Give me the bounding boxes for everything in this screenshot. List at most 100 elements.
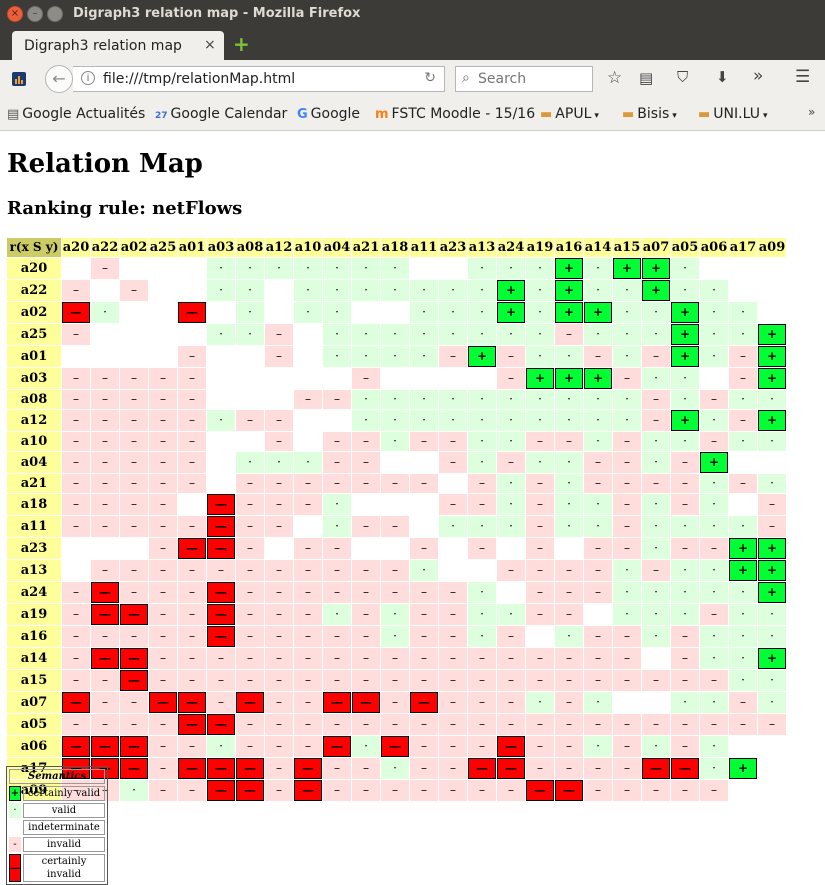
invalid-cell: – [613, 670, 641, 691]
invalid-cell: – [120, 432, 148, 451]
invalid-cell: – [671, 648, 699, 669]
table-row-a08: a08– – – – – – – · · · · · · · · · · – · – · · [7, 390, 786, 409]
indeterminate-cell [236, 368, 264, 389]
bookmark-bisis[interactable]: ▬ Bisis ▾ [622, 106, 677, 122]
valid-cell: · [352, 410, 380, 431]
indeterminate-cell [323, 368, 351, 389]
invalid-cell: – [526, 604, 554, 625]
invalid-cell: – [149, 432, 177, 451]
info-icon[interactable]: i [81, 71, 95, 85]
reading-list-icon[interactable]: ▤ [639, 69, 654, 87]
search-box[interactable]: ⌕ [455, 66, 593, 92]
row-header-a01: a01 [7, 346, 61, 367]
bookmark-google-actualit-s[interactable]: ▤ Google Actualités [7, 106, 145, 122]
search-input[interactable] [478, 69, 588, 89]
invalid-cell: – [120, 626, 148, 647]
invalid-cell: – [352, 474, 380, 493]
invalid-cell: – [729, 346, 757, 367]
hamburger-menu-icon[interactable]: ☰ [795, 67, 811, 87]
bookmark-uni-lu[interactable]: ▬ UNI.LU ▾ [698, 106, 767, 122]
invalid-cell: – [526, 538, 554, 559]
valid-cell: · [613, 346, 641, 367]
indeterminate-cell [439, 560, 467, 581]
valid-cell: · [729, 626, 757, 647]
certainly-valid-cell: + [468, 346, 496, 367]
bookmark-fstc-moodle-15-16[interactable]: m FSTC Moodle - 15/16 [375, 106, 535, 122]
valid-cell: · [700, 302, 728, 323]
certainly-valid-cell: + [497, 280, 525, 301]
invalid-cell: – [352, 670, 380, 691]
reload-icon[interactable]: ↻ [424, 70, 436, 86]
window-maximize-button[interactable] [47, 6, 63, 22]
sidebar-icon[interactable] [11, 71, 27, 87]
column-header-a08: a08 [236, 238, 264, 257]
valid-cell: · [410, 410, 438, 431]
valid-cell: · [352, 258, 380, 279]
indeterminate-cell [62, 538, 90, 559]
certainly-valid-cell: + [613, 258, 641, 279]
bookmark-google[interactable]: G Google [297, 106, 360, 122]
certainly-valid-cell: + [758, 410, 786, 431]
indeterminate-cell [758, 758, 786, 779]
valid-cell: · [468, 604, 496, 625]
valid-cell: · [613, 280, 641, 301]
bookmark-google-calendar[interactable]: 27 Google Calendar [155, 106, 287, 122]
indeterminate-cell [439, 258, 467, 279]
page-content: Relation Map Ranking rule: netFlows r(x … [0, 131, 825, 885]
valid-cell: · [671, 432, 699, 451]
valid-cell: · [468, 432, 496, 451]
legend-item: — certainly invalid [9, 854, 105, 882]
invalid-cell: – [149, 626, 177, 647]
valid-cell: · [526, 302, 554, 323]
certainly-invalid-cell: — [120, 758, 148, 779]
certainly-invalid-cell: — [207, 516, 235, 537]
valid-cell: · [207, 258, 235, 279]
invalid-cell: – [410, 538, 438, 559]
invalid-cell: – [700, 432, 728, 451]
valid-cell: · [352, 390, 380, 409]
folder-icon: ▬ [622, 107, 635, 122]
invalid-cell: – [613, 758, 641, 779]
invalid-cell: – [526, 670, 554, 691]
invalid-cell: – [468, 670, 496, 691]
table-row-a23: a23– — — – – – – – – – – · – – + + [7, 538, 786, 559]
invalid-cell: – [468, 692, 496, 713]
invalid-cell: – [91, 692, 119, 713]
url-bar[interactable]: i file:///tmp/relationMap.html ↻ [73, 66, 445, 92]
invalid-cell: – [236, 714, 264, 735]
download-icon[interactable]: ⬇ [716, 68, 729, 86]
certainly-valid-cell: + [758, 582, 786, 603]
invalid-cell: – [294, 494, 322, 515]
tab-relation-map[interactable]: Digraph3 relation map × [12, 31, 224, 60]
certainly-valid-cell: + [758, 368, 786, 389]
invalid-cell: – [642, 780, 670, 801]
bookmark-apul[interactable]: ▬ APUL ▾ [540, 106, 599, 122]
certainly-valid-cell: + [584, 302, 612, 323]
certainly-valid-cell: + [758, 324, 786, 345]
window-minimize-button[interactable]: – [27, 6, 43, 22]
bookmark-star-icon[interactable]: ☆ [607, 68, 623, 88]
pocket-icon[interactable]: ⛉ [677, 68, 689, 86]
indeterminate-cell [294, 346, 322, 367]
invalid-cell: – [555, 582, 583, 603]
chevron-down-icon: ▾ [672, 111, 677, 121]
invalid-cell: – [584, 582, 612, 603]
new-tab-icon[interactable]: + [233, 32, 250, 56]
window-close-button[interactable]: × [7, 6, 23, 22]
back-button[interactable]: ← [45, 65, 73, 93]
valid-cell: · [555, 516, 583, 537]
certainly-valid-cell: + [526, 368, 554, 389]
valid-cell: · [613, 604, 641, 625]
bookmarks-overflow-icon[interactable]: » [808, 105, 816, 119]
url-text[interactable]: file:///tmp/relationMap.html [103, 71, 296, 87]
indeterminate-cell [729, 736, 757, 757]
tab-close-icon[interactable]: × [204, 37, 216, 53]
indeterminate-cell [526, 626, 554, 647]
invalid-cell: – [149, 736, 177, 757]
valid-cell: · [671, 604, 699, 625]
invalid-cell: – [323, 626, 351, 647]
overflow-menu-icon[interactable]: » [753, 66, 764, 86]
column-header-a10: a10 [294, 238, 322, 257]
invalid-cell: – [381, 692, 409, 713]
indeterminate-cell [642, 648, 670, 669]
